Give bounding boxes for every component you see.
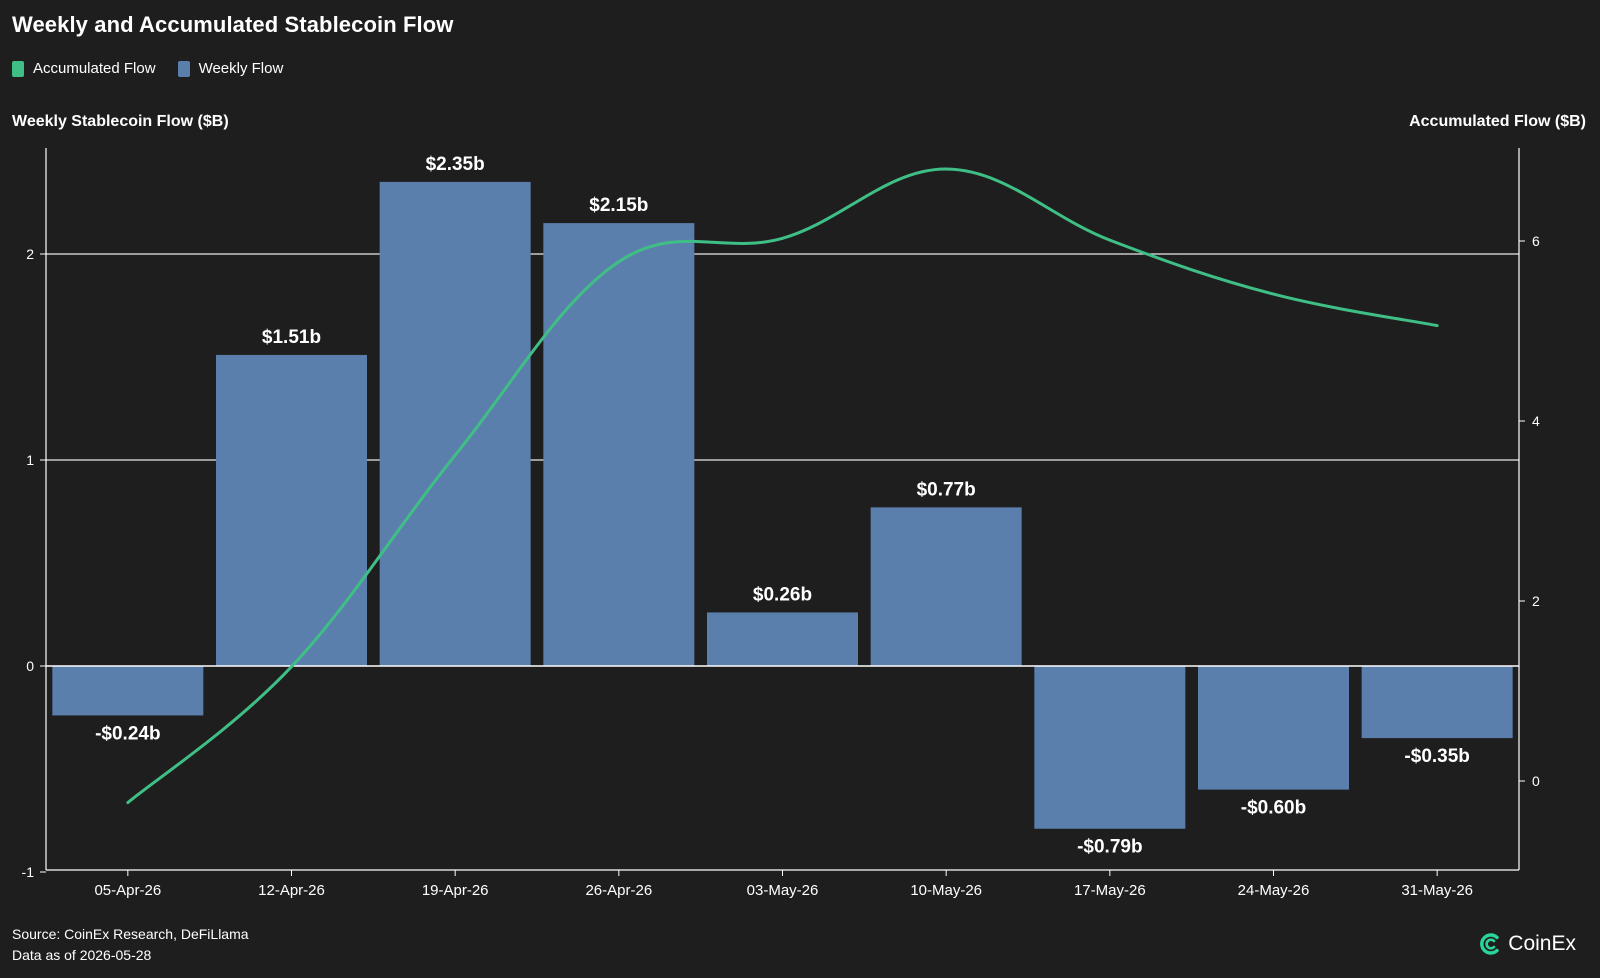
bar-value-label: $1.51b: [262, 327, 321, 348]
x-axis-tick-label: 10-May-26: [910, 882, 982, 899]
x-axis-tick-label: 24-May-26: [1238, 882, 1310, 899]
bar-value-label: $2.35b: [426, 154, 485, 175]
x-axis-tick-label: 05-Apr-26: [94, 882, 161, 899]
x-axis-tick-label: 12-Apr-26: [258, 882, 325, 899]
right-axis-tick-label: 2: [1532, 593, 1540, 609]
legend-item-weekly: Weekly Flow: [177, 60, 284, 77]
x-axis-tick-label: 26-Apr-26: [585, 882, 652, 899]
x-axis-tick-label: 31-May-26: [1401, 882, 1473, 899]
x-axis-tick-label: 03-May-26: [747, 882, 819, 899]
bar-weekly-flow: [1198, 666, 1349, 790]
left-axis-tick-label: 0: [26, 658, 34, 674]
right-axis-tick-label: 0: [1532, 773, 1540, 789]
footer: Source: CoinEx Research, DeFiLlama Data …: [12, 924, 249, 966]
coinex-logo: CoinEx: [1478, 931, 1576, 957]
right-axis-tick-label: 4: [1532, 413, 1540, 429]
bar-weekly-flow: [52, 666, 204, 716]
bar-weekly-flow: [216, 354, 367, 666]
bar-value-label: -$0.60b: [1241, 798, 1306, 819]
left-axis-tick-label: 2: [26, 246, 34, 262]
bar-value-label: $0.77b: [917, 479, 976, 500]
legend: Accumulated Flow Weekly Flow: [12, 60, 305, 77]
logo-text: CoinEx: [1508, 932, 1576, 955]
bar-value-label: -$0.79b: [1077, 837, 1142, 858]
legend-label-accumulated: Accumulated Flow: [33, 60, 156, 77]
legend-swatch-weekly: [177, 60, 190, 77]
left-axis-title: Weekly Stablecoin Flow ($B): [12, 113, 229, 130]
bar-value-label: $0.26b: [753, 584, 812, 605]
bar-weekly-flow: [379, 181, 531, 666]
bar-weekly-flow: [1034, 666, 1186, 829]
right-axis-tick-label: 6: [1532, 233, 1540, 249]
line-accumulated-flow: [126, 167, 1439, 805]
chart-title: Weekly and Accumulated Stablecoin Flow: [12, 12, 454, 37]
bar-weekly-flow: [1361, 666, 1513, 739]
bar-value-label: -$0.24b: [95, 723, 160, 744]
bar-weekly-flow: [870, 507, 1022, 666]
legend-label-weekly: Weekly Flow: [198, 60, 284, 77]
right-axis-title: Accumulated Flow ($B): [1409, 113, 1586, 130]
source-text: Source: CoinEx Research, DeFiLlama: [12, 926, 249, 942]
x-axis-tick-label: 19-Apr-26: [422, 882, 489, 899]
coinex-logo-icon: [1480, 933, 1499, 955]
bar-value-label: $2.15b: [589, 195, 648, 216]
bar-weekly-flow: [543, 223, 695, 666]
bar-weekly-flow: [707, 612, 858, 666]
left-axis-tick-label: 1: [26, 452, 34, 468]
legend-item-accumulated: Accumulated Flow: [12, 60, 156, 77]
legend-swatch-accumulated: [12, 60, 24, 77]
bar-value-label: -$0.35b: [1404, 746, 1469, 767]
data-date-text: Data as of 2026-05-28: [12, 947, 152, 963]
chart-plot: -$0.24b $1.51b $2.35b $2.15b $0.26b $0.77b -$0…: [22, 148, 1540, 899]
x-axis-tick-label: 17-May-26: [1074, 882, 1146, 899]
left-axis-tick-label: -1: [22, 864, 35, 880]
